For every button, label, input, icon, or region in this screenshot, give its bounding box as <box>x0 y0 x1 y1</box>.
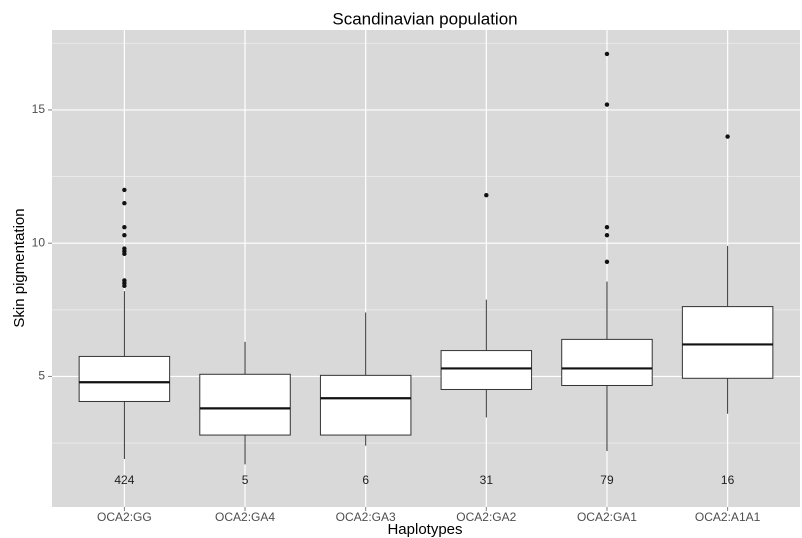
outlier <box>604 51 610 57</box>
count-label: 6 <box>362 473 369 487</box>
outlier <box>604 224 610 230</box>
x-tick-label: OCA2:GA4 <box>215 510 275 524</box>
box <box>78 355 171 402</box>
outlier <box>604 259 610 265</box>
x-tick-label: OCA2:GA2 <box>456 510 516 524</box>
y-tick-label: 5 <box>38 369 45 383</box>
y-axis-label: Skin pigmentation <box>11 208 28 327</box>
x-tick-label: OCA2:A1A1 <box>695 510 761 524</box>
count-label: 79 <box>600 473 614 487</box>
box <box>561 338 653 386</box>
outlier <box>122 251 127 257</box>
x-axis-label: Haplotypes <box>387 521 462 538</box>
outlier <box>122 283 127 289</box>
panel <box>52 30 800 507</box>
chart-title: Scandinavian population <box>332 9 517 28</box>
x-tick-label: OCA2:GA1 <box>577 510 637 524</box>
x-tick-label: OCA2:GA3 <box>336 510 396 524</box>
y-tick-label: 15 <box>32 102 46 116</box>
y-tick-label: 10 <box>32 235 46 249</box>
x-tick-label: OCA2:GG <box>97 510 152 524</box>
outlier <box>604 232 610 238</box>
count-label: 31 <box>480 473 494 487</box>
outlier <box>484 193 489 198</box>
outlier <box>122 187 127 193</box>
outlier <box>122 201 127 206</box>
outlier <box>122 224 127 230</box>
outlier <box>725 134 730 139</box>
count-label: 424 <box>114 473 134 487</box>
box <box>199 373 291 436</box>
outlier <box>122 232 127 238</box>
count-label: 16 <box>721 473 735 487</box>
box <box>440 350 533 390</box>
outlier <box>604 102 610 107</box>
count-label: 5 <box>242 473 249 487</box>
box <box>681 306 774 379</box>
box <box>319 374 412 436</box>
